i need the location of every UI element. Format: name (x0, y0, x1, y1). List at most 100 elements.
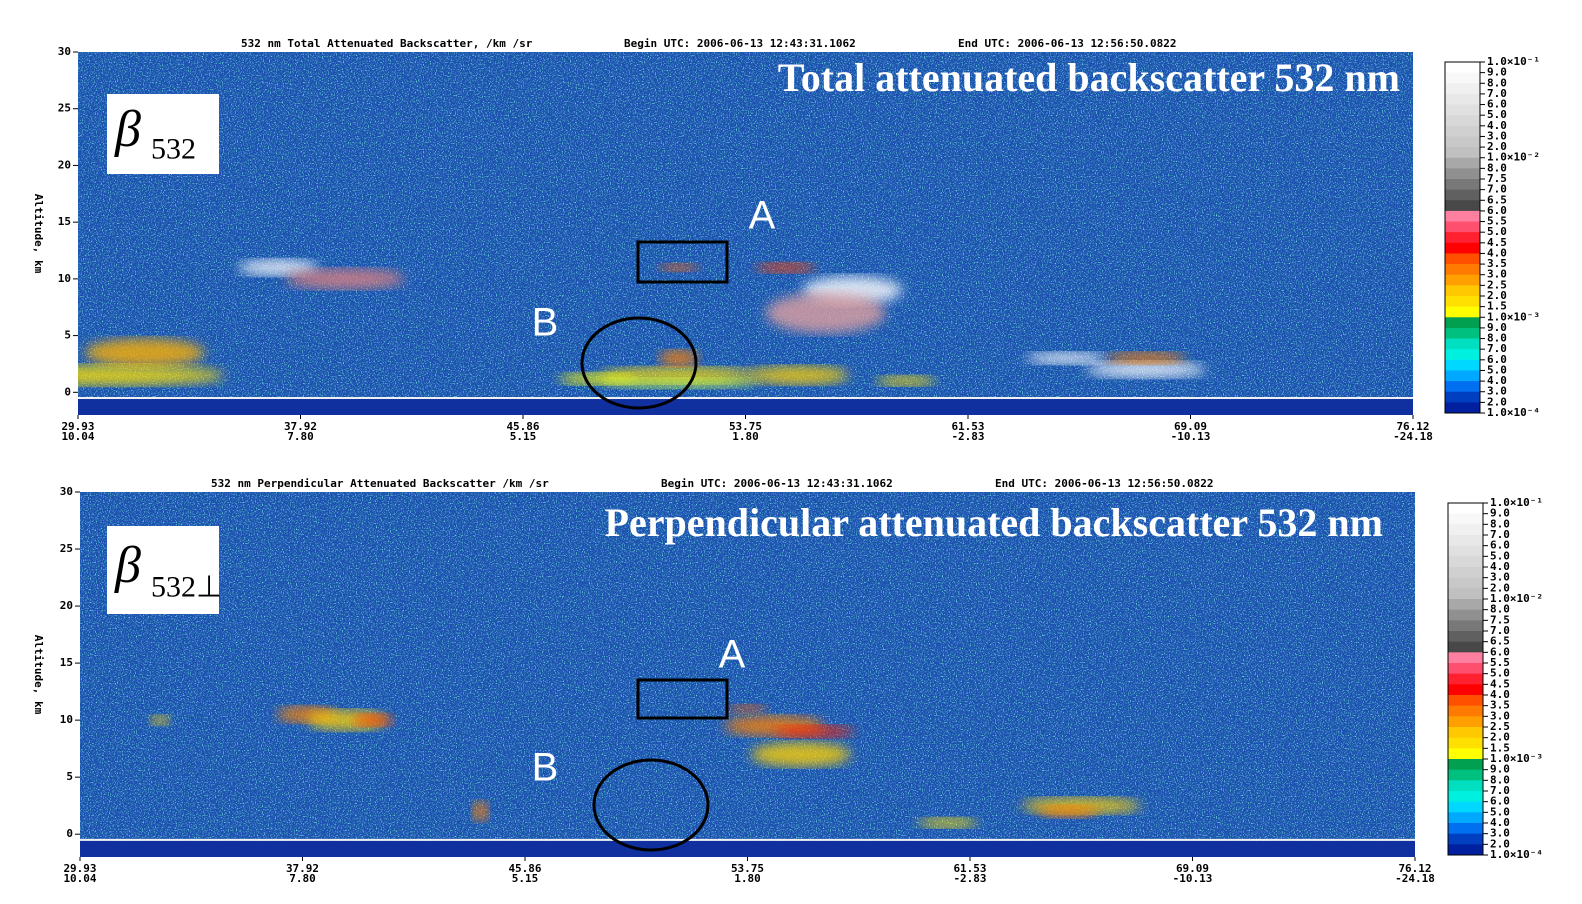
cloud (1106, 352, 1186, 364)
header-title: 532 nm Perpendicular Attenuated Backscat… (211, 477, 549, 490)
x-tick-label: -10.13 (1171, 430, 1211, 443)
colorbar-segment (1448, 578, 1483, 589)
noise (80, 492, 1415, 857)
colorbar-segment (1445, 126, 1480, 137)
cloud (659, 264, 699, 272)
colorbar-label: 1.0×10⁻⁴ (1487, 406, 1540, 419)
colorbar-segment (1445, 211, 1480, 222)
annotation: B (532, 301, 559, 345)
cloud (766, 293, 886, 333)
colorbar-segment (1448, 567, 1483, 578)
cloud (918, 818, 978, 828)
colorbar-segment (1445, 136, 1480, 147)
colorbar-segment (1445, 200, 1480, 211)
colorbar-segment (1445, 94, 1480, 105)
y-tick-label: 20 (60, 599, 73, 612)
colorbar-segment (1448, 802, 1483, 813)
y-tick-label: 0 (64, 385, 71, 398)
cloud (599, 378, 759, 388)
colorbar-segment (1448, 780, 1483, 791)
colorbar-segment (1448, 524, 1483, 535)
noise (78, 52, 1413, 415)
colorbar-segment (1448, 759, 1483, 770)
colorbar-segment (1448, 663, 1483, 674)
colorbar-segment (1448, 748, 1483, 759)
x-tick-label: 10.04 (61, 430, 94, 443)
symbol: β (114, 537, 141, 594)
colorbar-segment (1445, 360, 1480, 371)
colorbar-segment (1445, 243, 1480, 254)
y-tick-label: 25 (60, 542, 73, 555)
colorbar-segment (1445, 285, 1480, 296)
cloud (756, 263, 816, 273)
colorbar-segment (1448, 610, 1483, 621)
y-tick-label: 10 (60, 713, 73, 726)
colorbar-segment (1448, 738, 1483, 749)
x-tick-label: 7.80 (287, 430, 314, 443)
header-end: End UTC: 2006-06-13 12:56:50.0822 (958, 37, 1177, 50)
x-tick-label: 1.80 (732, 430, 759, 443)
y-tick-label: 15 (58, 215, 71, 228)
colorbar-segment (1445, 147, 1480, 158)
colorbar-segment (1445, 296, 1480, 307)
colorbar-segment (1448, 599, 1483, 610)
colorbar-segment (1448, 631, 1483, 642)
x-tick-label: -2.83 (951, 430, 984, 443)
header-end: End UTC: 2006-06-13 12:56:50.0822 (995, 477, 1214, 490)
x-tick-label: 5.15 (510, 430, 537, 443)
y-axis-label: Altitude, km (32, 635, 45, 715)
colorbar-segment (1448, 546, 1483, 557)
colorbar-segment (1448, 652, 1483, 663)
colorbar-segment (1445, 328, 1480, 339)
colorbar-segment (1445, 115, 1480, 126)
panel: 532 nm Perpendicular Attenuated Backscat… (32, 477, 1543, 885)
cloud (751, 742, 851, 766)
x-tick-label: 5.15 (512, 872, 539, 885)
y-tick-label: 5 (66, 770, 73, 783)
symbol: β (114, 101, 141, 158)
colorbar-segment (1448, 514, 1483, 525)
colorbar-segment (1448, 706, 1483, 717)
y-tick-label: 5 (64, 329, 71, 342)
y-tick-label: 30 (58, 45, 71, 58)
colorbar-segment (1445, 264, 1480, 275)
colorbar-segment (1445, 73, 1480, 84)
colorbar-segment (1448, 556, 1483, 567)
ground (80, 841, 1415, 857)
symbol-subscript: 532⊥ (151, 570, 222, 603)
cloud (774, 726, 854, 738)
x-tick-label: 10.04 (63, 872, 96, 885)
overlay-title: Total attenuated backscatter 532 nm (778, 55, 1400, 100)
colorbar-segment (1445, 62, 1480, 73)
x-tick-label: 1.80 (734, 872, 761, 885)
header-begin: Begin UTC: 2006-06-13 12:43:31.1062 (624, 37, 856, 50)
colorbar-segment (1445, 402, 1480, 413)
colorbar-segment (1445, 158, 1480, 169)
x-tick-label: -2.83 (953, 872, 986, 885)
cloud (150, 715, 170, 725)
colorbar-segment (1445, 392, 1480, 403)
y-tick-label: 30 (60, 485, 73, 498)
colorbar-segment (1448, 791, 1483, 802)
colorbar-segment (1448, 642, 1483, 653)
ground (78, 399, 1413, 415)
colorbar-segment (1448, 535, 1483, 546)
y-tick-label: 20 (58, 158, 71, 171)
y-tick-label: 0 (66, 827, 73, 840)
colorbar-segment (1445, 275, 1480, 286)
annotation: A (749, 194, 776, 238)
colorbar-segment (1448, 588, 1483, 599)
colorbar-segment (1445, 349, 1480, 360)
cloud (1038, 805, 1098, 817)
colorbar-segment (1445, 339, 1480, 350)
y-tick-label: 15 (60, 656, 73, 669)
x-tick-label: -24.18 (1393, 430, 1433, 443)
colorbar-segment (1445, 370, 1480, 381)
colorbar-segment (1445, 232, 1480, 243)
y-tick-label: 10 (58, 272, 71, 285)
annotation: A (719, 633, 746, 677)
cloud (473, 801, 489, 821)
x-tick-label: -24.18 (1395, 872, 1435, 885)
colorbar-segment (1445, 105, 1480, 116)
colorbar-segment (1448, 812, 1483, 823)
